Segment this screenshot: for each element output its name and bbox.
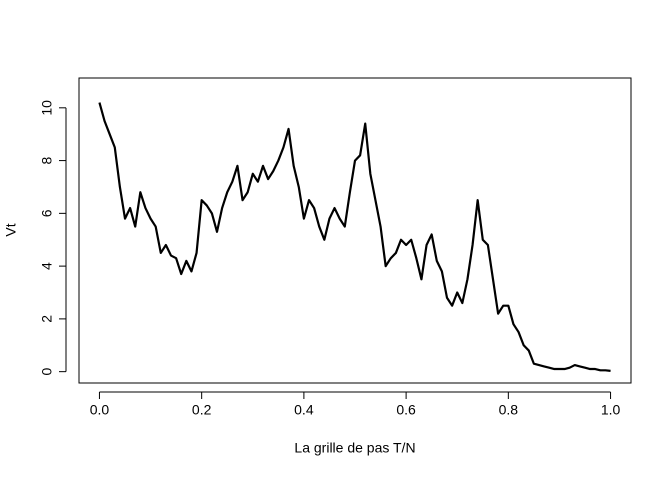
x-tick-label: 1.0 xyxy=(601,402,621,418)
x-tick-label: 0.2 xyxy=(192,402,212,418)
x-tick-label: 0.0 xyxy=(90,402,110,418)
plot-box xyxy=(78,77,632,384)
x-tick-label: 0.8 xyxy=(499,402,519,418)
y-tick-label: 0 xyxy=(39,368,55,376)
y-tick-label: 6 xyxy=(39,209,55,217)
x-tick-label: 0.6 xyxy=(396,402,416,418)
data-line xyxy=(98,102,611,372)
y-tick-label: 8 xyxy=(39,156,55,164)
x-tick-label: 0.4 xyxy=(294,402,314,418)
y-tick-label: 2 xyxy=(39,315,55,323)
y-tick-label: 10 xyxy=(39,100,55,116)
y-tick-label: 4 xyxy=(39,262,55,270)
x-axis-label: La grille de pas T/N xyxy=(294,440,415,456)
y-axis-label: Vt xyxy=(3,223,19,236)
